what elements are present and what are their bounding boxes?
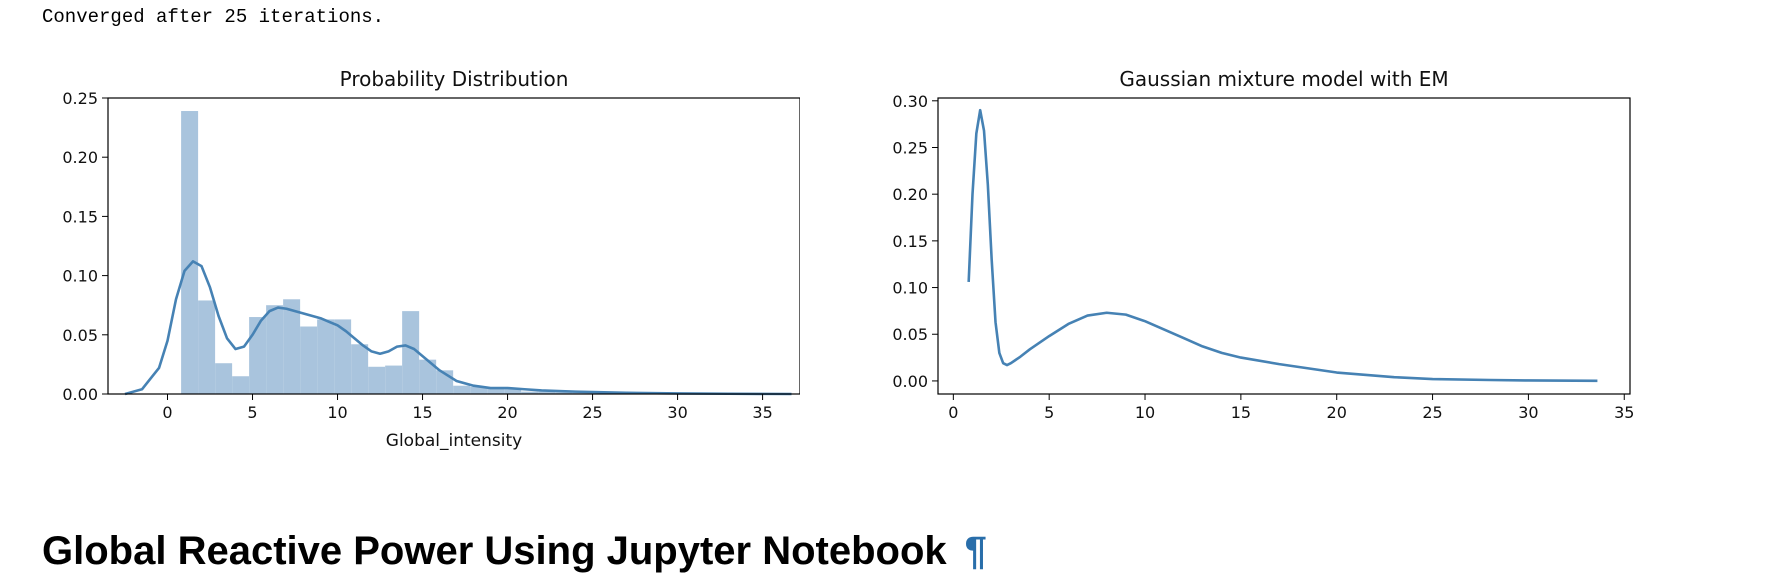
chart-2-y-tick-label: 0.20	[892, 185, 928, 204]
chart-2-x-tick-label: 0	[948, 403, 958, 422]
chart-2-y-tick-label: 0.05	[892, 325, 928, 344]
chart-2-axes-frame	[938, 98, 1630, 394]
chart-2-y-tick-label: 0.10	[892, 279, 928, 298]
console-output: Converged after 25 iterations.	[42, 4, 384, 30]
chart-2-x-tick-label: 10	[1135, 403, 1155, 422]
chart-2-title: Gaussian mixture model with EM	[1119, 67, 1448, 91]
chart-2-y-tick-label: 0.30	[892, 92, 928, 111]
chart-2-x-tick-label: 20	[1327, 403, 1347, 422]
chart-2-series-line	[969, 110, 1598, 381]
chart-2-x-tick-label: 15	[1231, 403, 1251, 422]
section-heading: Global Reactive Power Using Jupyter Note…	[42, 528, 987, 574]
section-heading-text: Global Reactive Power Using Jupyter Note…	[42, 529, 947, 573]
chart-2-y-tick-label: 0.15	[892, 232, 928, 251]
chart-2-x-tick-label: 30	[1518, 403, 1538, 422]
chart-2-x-tick-label: 25	[1422, 403, 1442, 422]
chart-2-y-tick-label: 0.25	[892, 138, 928, 157]
gmm-em-chart: 0 5 10 15 20 25 30 35 0.00 0.05 0.10 0.15 0.20 0.25 0.…	[0, 56, 1772, 466]
chart-2-x-tick-label: 5	[1044, 403, 1054, 422]
chart-2-x-tick-label: 35	[1614, 403, 1634, 422]
chart-2-y-tick-label: 0.00	[892, 372, 928, 391]
heading-anchor-link[interactable]: ¶	[965, 529, 987, 573]
